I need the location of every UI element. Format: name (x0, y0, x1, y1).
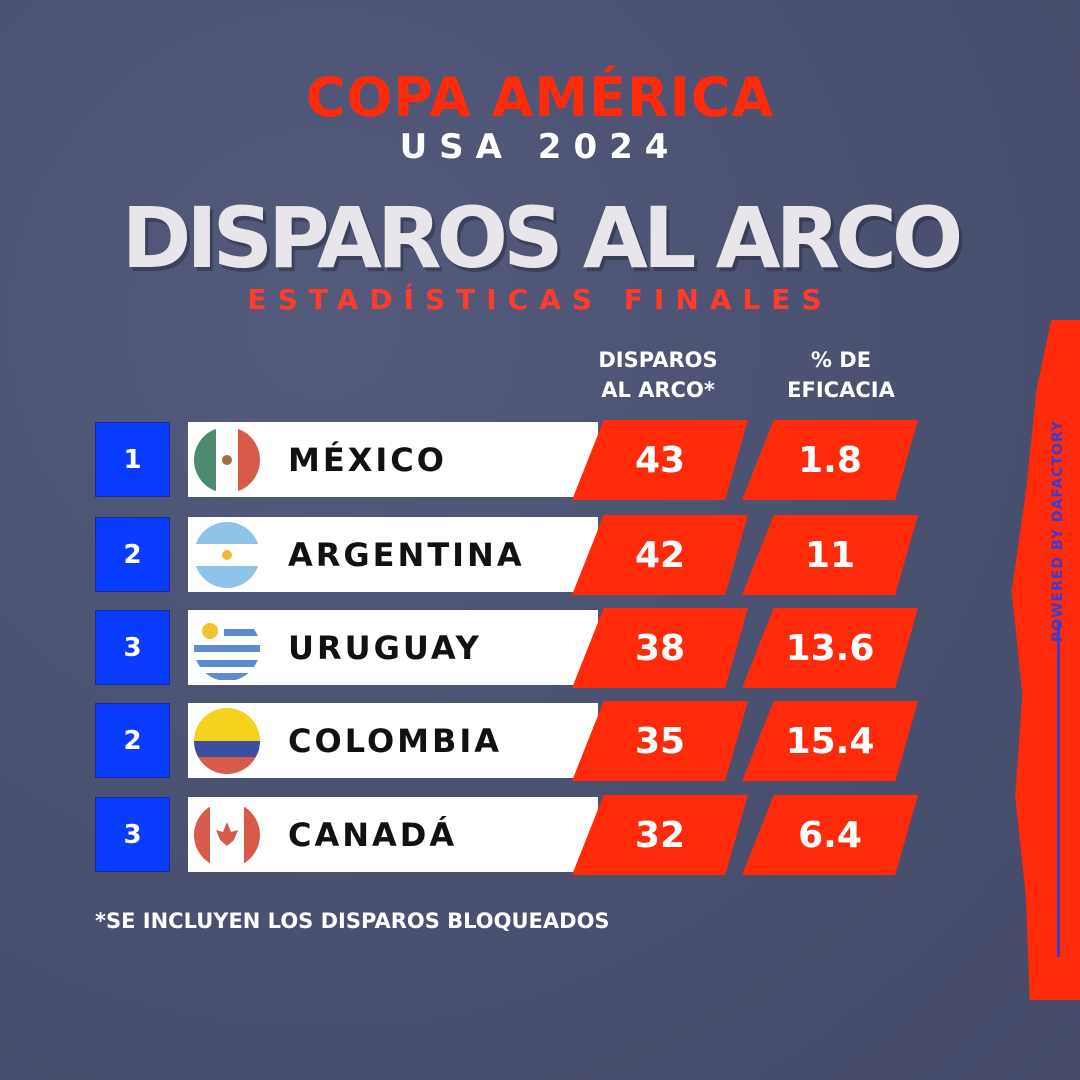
canada-flag-icon (194, 801, 260, 868)
country-row: ARGENTINA (188, 517, 598, 592)
efficacy-value: 15.4 (742, 701, 918, 781)
shots-value: 32 (572, 795, 748, 875)
mexico-flag-icon (194, 426, 260, 493)
country-name: URUGUAY (288, 628, 482, 667)
shots-value: 35 (572, 701, 748, 781)
credit-line (1057, 622, 1060, 957)
country-row: CANADÁ (188, 797, 598, 872)
country-row: MÉXICO (188, 422, 598, 497)
country-name: MÉXICO (288, 440, 447, 479)
colombia-flag-icon (194, 707, 260, 774)
shots-value: 38 (572, 608, 748, 688)
shots-value: 42 (572, 515, 748, 595)
rank-badge: 3 (95, 610, 170, 685)
credit-text: POWERED BY DAFACTORY (1050, 420, 1066, 643)
footnote: *SE INCLUYEN LOS DISPAROS BLOQUEADOS (95, 909, 610, 933)
efficacy-value: 13.6 (742, 608, 918, 688)
country-row: COLOMBIA (188, 703, 598, 778)
column-header-efficacy-line1: % DE (810, 348, 872, 372)
uruguay-flag-icon (194, 614, 260, 681)
page-tagline: ESTADÍSTICAS FINALES (247, 283, 833, 316)
column-header-shots: DISPAROS AL ARCO* (568, 345, 748, 405)
country-row: URUGUAY (188, 610, 598, 685)
country-name: COLOMBIA (288, 721, 503, 760)
column-header-shots-line2: AL ARCO* (601, 378, 715, 402)
country-name: CANADÁ (288, 815, 458, 854)
country-name: ARGENTINA (288, 535, 525, 574)
column-header-shots-line1: DISPAROS (598, 348, 718, 372)
column-header-efficacy-line2: EFICACIA (787, 378, 895, 402)
rank-badge: 1 (95, 422, 170, 497)
argentina-flag-icon (194, 521, 260, 588)
efficacy-value: 6.4 (742, 795, 918, 875)
tournament-title: COPA AMÉRICA (305, 66, 775, 129)
efficacy-value: 1.8 (742, 420, 918, 500)
efficacy-value: 11 (742, 515, 918, 595)
column-header-efficacy: % DE EFICACIA (751, 345, 931, 405)
page-title: DISPAROS AL ARCO (121, 189, 964, 287)
tournament-subtitle: USA 2024 (399, 127, 681, 167)
rank-badge: 2 (95, 517, 170, 592)
rank-badge: 2 (95, 703, 170, 778)
rank-badge: 3 (95, 797, 170, 872)
shots-value: 43 (572, 420, 748, 500)
